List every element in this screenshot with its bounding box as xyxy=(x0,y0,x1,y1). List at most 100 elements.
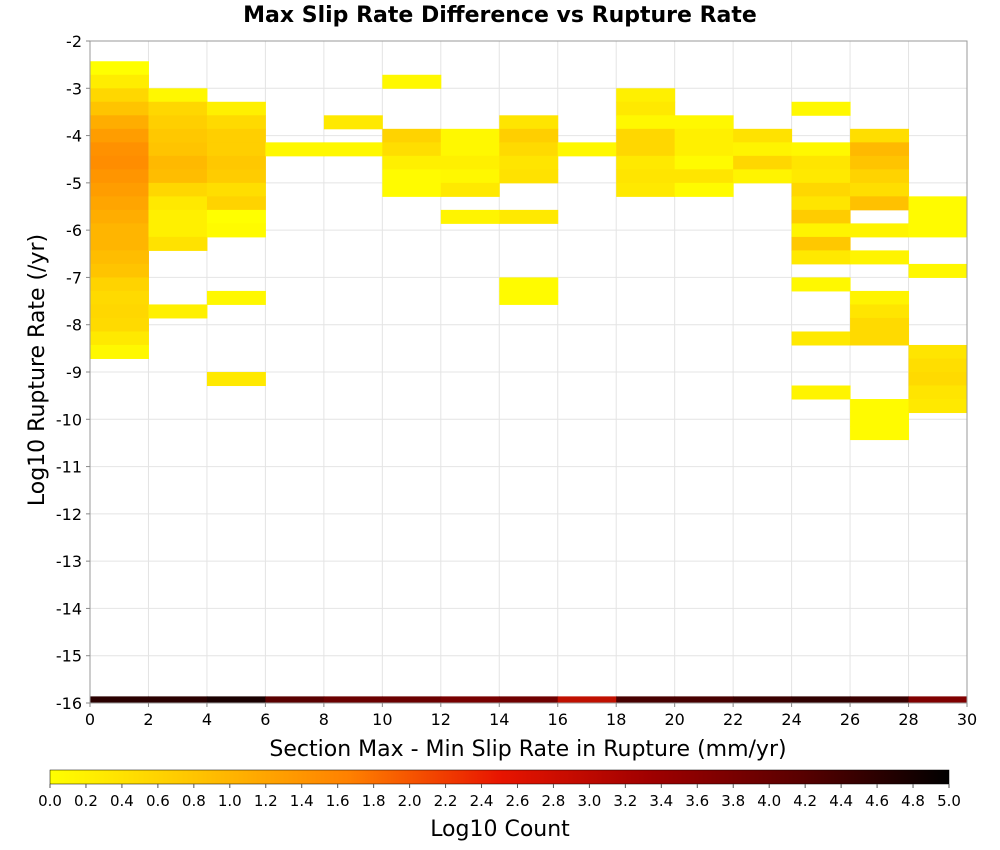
x-tick-label: 0 xyxy=(85,710,95,729)
heatmap-cell xyxy=(382,142,442,157)
heatmap-cell xyxy=(791,236,851,251)
heatmap-cell xyxy=(908,223,968,238)
heatmap-cell xyxy=(90,344,149,359)
heatmap-cell xyxy=(206,209,266,224)
summary-cell xyxy=(323,696,383,703)
heatmap-cell xyxy=(908,399,968,414)
heatmap-cell xyxy=(499,169,559,184)
heatmap-cell xyxy=(90,304,149,319)
heatmap-cell xyxy=(440,142,500,157)
heatmap-cell xyxy=(148,209,208,224)
heatmap-cell xyxy=(850,196,910,211)
heatmap-cell xyxy=(674,115,734,130)
heatmap-cell xyxy=(90,88,149,103)
heatmap-cell xyxy=(440,128,500,143)
x-axis-ticks: 0 2 4 6 8 10 12 14 16 18 20 22 24 26 28 30 xyxy=(85,703,977,729)
heatmap-cell xyxy=(148,115,208,130)
y-tick-label: -8 xyxy=(66,316,82,335)
colorbar-tick-label: 3.0 xyxy=(577,792,601,810)
heatmap-cell xyxy=(791,142,851,157)
heatmap-cell xyxy=(733,169,793,184)
heatmap-cell xyxy=(148,182,208,197)
heatmap-cell xyxy=(499,290,559,305)
colorbar-tick-label: 2.4 xyxy=(470,792,494,810)
heatmap-cell xyxy=(148,128,208,143)
heatmap-cell xyxy=(616,155,676,170)
heatmap-cell xyxy=(90,142,149,157)
y-tick-label: -15 xyxy=(56,647,82,666)
y-tick-label: -9 xyxy=(66,363,82,382)
colorbar-tick-label: 0.6 xyxy=(146,792,170,810)
colorbar-tick-label: 0.2 xyxy=(74,792,98,810)
heatmap-cell xyxy=(850,128,910,143)
heatmap-cell xyxy=(616,169,676,184)
heatmap-cells xyxy=(90,61,968,703)
heatmap-cell xyxy=(616,182,676,197)
heatmap-cell xyxy=(499,209,559,224)
heatmap-cell xyxy=(382,128,442,143)
y-tick-label: -4 xyxy=(66,127,82,146)
x-tick-label: 28 xyxy=(898,710,918,729)
heatmap-cell xyxy=(908,263,968,278)
heatmap-cell xyxy=(499,142,559,157)
heatmap-cell xyxy=(791,331,851,346)
heatmap-cell xyxy=(850,155,910,170)
x-axis-label: Section Max - Min Slip Rate in Rupture (… xyxy=(269,737,786,762)
heatmap-cell xyxy=(148,196,208,211)
colorbar-label: Log10 Count xyxy=(430,817,570,842)
heatmap-cell xyxy=(206,169,266,184)
heatmap-cell xyxy=(206,290,266,305)
heatmap-cell xyxy=(850,331,910,346)
heatmap-cell xyxy=(206,196,266,211)
heatmap-cell xyxy=(148,169,208,184)
y-tick-label: -3 xyxy=(66,79,82,98)
heatmap-cell xyxy=(90,277,149,292)
heatmap-cell xyxy=(90,236,149,251)
colorbar-tick-label: 1.8 xyxy=(362,792,386,810)
heatmap-cell xyxy=(90,169,149,184)
heatmap-cell xyxy=(206,372,266,387)
y-tick-label: -7 xyxy=(66,268,82,287)
heatmap-cell xyxy=(908,358,968,373)
heatmap-cell xyxy=(616,142,676,157)
heatmap-cell xyxy=(90,209,149,224)
x-tick-label: 14 xyxy=(489,710,509,729)
summary-cell xyxy=(557,696,617,703)
heatmap-cell xyxy=(791,250,851,265)
heatmap-cell xyxy=(90,115,149,130)
heatmap-cell xyxy=(791,223,851,238)
heatmap-cell xyxy=(148,155,208,170)
colorbar-tick-label: 3.8 xyxy=(721,792,745,810)
heatmap-cell xyxy=(791,209,851,224)
heatmap-cell xyxy=(148,88,208,103)
heatmap-cell xyxy=(206,182,266,197)
heatmap-cell xyxy=(90,317,149,332)
x-tick-label: 10 xyxy=(372,710,392,729)
heatmap-cell xyxy=(616,115,676,130)
heatmap-cell xyxy=(90,250,149,265)
heatmap-cell xyxy=(90,331,149,346)
heatmap-cell xyxy=(90,101,149,116)
heatmap-cell xyxy=(90,196,149,211)
heatmap-cell xyxy=(908,344,968,359)
x-tick-label: 2 xyxy=(143,710,153,729)
heatmap-cell xyxy=(850,169,910,184)
heatmap-cell xyxy=(148,304,208,319)
heatmap-cell xyxy=(499,155,559,170)
summary-cell xyxy=(616,696,676,703)
heatmap-cell xyxy=(148,101,208,116)
summary-cell xyxy=(733,696,793,703)
heatmap-cell xyxy=(206,115,266,130)
heatmap-cell xyxy=(908,372,968,387)
x-tick-label: 20 xyxy=(664,710,684,729)
heatmap-cell xyxy=(148,223,208,238)
heatmap-cell xyxy=(499,115,559,130)
x-tick-label: 8 xyxy=(319,710,329,729)
colorbar-tick-label: 4.8 xyxy=(901,792,925,810)
x-tick-label: 16 xyxy=(548,710,568,729)
summary-cell xyxy=(265,696,325,703)
y-tick-label: -16 xyxy=(56,694,82,713)
x-tick-label: 18 xyxy=(606,710,626,729)
heatmap-cell xyxy=(850,250,910,265)
summary-cell xyxy=(440,696,500,703)
